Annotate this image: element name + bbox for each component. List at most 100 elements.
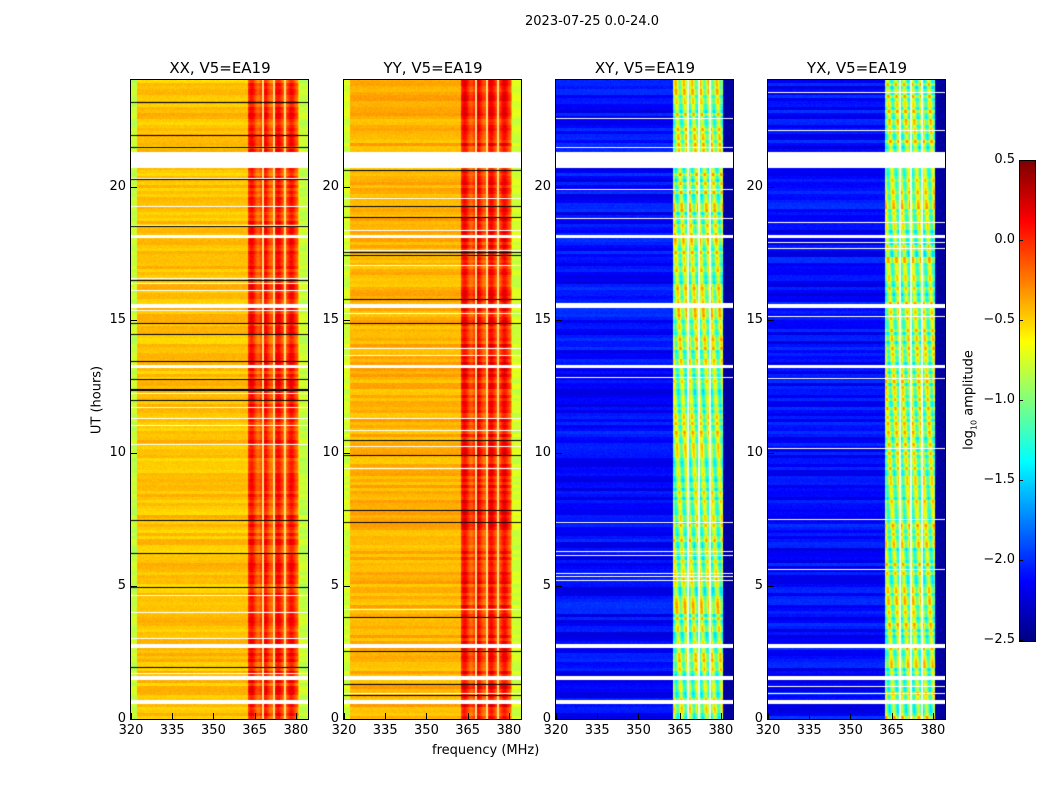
y-tick-mark	[556, 319, 562, 321]
y-tick-label: 10	[322, 444, 339, 460]
y-tick-mark	[131, 719, 137, 720]
y-axis-label: UT (hours)	[89, 365, 105, 435]
x-tick-label: 365	[667, 723, 693, 738]
x-tick-mark	[891, 713, 893, 719]
colorbar-tick-mark	[1019, 400, 1023, 401]
panel-title: YY, V5=EA19	[383, 59, 483, 77]
x-tick-label: 380	[496, 723, 522, 738]
y-tick-mark	[768, 452, 774, 454]
y-tick-label: 0	[542, 711, 551, 726]
y-tick-label: 10	[534, 444, 551, 460]
colorbar-label-sub: 10	[969, 419, 979, 431]
x-tick-label: 380	[708, 723, 734, 738]
y-tick-label: 15	[322, 311, 339, 327]
x-tick-label: 320	[118, 723, 144, 738]
x-axis-label: frequency (MHz)	[432, 743, 540, 758]
colorbar-label-log: log	[961, 430, 977, 450]
y-tick-mark	[344, 319, 350, 321]
x-tick-label: 350	[838, 723, 863, 738]
colorbar-tick-label: −2.0	[983, 552, 1015, 567]
panel-title: YX, V5=EA19	[806, 59, 908, 77]
y-tick-mark	[344, 719, 350, 720]
x-tick-mark	[172, 713, 174, 719]
x-tick-mark	[850, 713, 852, 719]
x-tick-label: 320	[543, 723, 569, 738]
y-tick-label: 0	[330, 711, 339, 726]
x-tick-mark	[131, 713, 132, 719]
x-tick-label: 365	[455, 723, 481, 738]
heatmap-panel-1	[130, 79, 309, 720]
y-tick-label: 15	[109, 311, 126, 327]
x-tick-label: 350	[201, 723, 226, 738]
x-tick-mark	[932, 713, 934, 719]
x-tick-mark	[295, 713, 297, 719]
x-tick-mark	[679, 713, 681, 719]
y-tick-label: 5	[542, 577, 551, 593]
heatmap-cells	[556, 80, 733, 719]
x-tick-mark	[213, 713, 215, 719]
x-tick-label: 365	[242, 723, 268, 738]
colorbar-tick-mark	[1019, 640, 1023, 641]
colorbar-tick-mark	[1019, 560, 1023, 561]
x-tick-label: 335	[584, 723, 610, 738]
y-tick-mark	[768, 319, 774, 321]
y-tick-label: 10	[109, 444, 126, 460]
y-tick-mark	[556, 719, 562, 720]
x-tick-mark	[508, 713, 510, 719]
y-tick-mark	[131, 585, 137, 587]
x-tick-mark	[556, 713, 557, 719]
y-tick-label: 20	[109, 178, 126, 194]
x-tick-label: 320	[331, 723, 357, 738]
x-tick-mark	[720, 713, 722, 719]
colorbar-tick-label: −1.5	[983, 472, 1015, 487]
y-tick-mark	[556, 452, 562, 454]
colorbar-label: log10 amplitude	[962, 350, 979, 450]
panel-title: XX, V5=EA19	[169, 59, 271, 77]
y-tick-mark	[131, 452, 137, 454]
y-tick-label: 20	[534, 178, 551, 194]
y-tick-label: 0	[117, 711, 126, 726]
y-tick-mark	[344, 585, 350, 587]
colorbar-tick-label: −0.5	[983, 312, 1015, 327]
x-tick-mark	[426, 713, 428, 719]
x-tick-label: 320	[755, 723, 781, 738]
suptitle: 2023-07-25 0.0-24.0	[525, 14, 659, 29]
colorbar	[1019, 160, 1036, 642]
heatmap-panel-4	[767, 79, 946, 720]
x-tick-label: 350	[414, 723, 439, 738]
y-tick-label: 5	[117, 577, 126, 593]
y-tick-mark	[131, 186, 137, 188]
x-tick-label: 335	[796, 723, 822, 738]
panel-title: XY, V5=EA19	[594, 59, 696, 77]
colorbar-tick-mark	[1019, 160, 1023, 161]
y-tick-label: 5	[754, 577, 763, 593]
x-tick-mark	[638, 713, 640, 719]
x-tick-mark	[597, 713, 599, 719]
x-tick-mark	[768, 713, 769, 719]
x-tick-mark	[344, 713, 345, 719]
colorbar-tick-mark	[1019, 320, 1023, 321]
heatmap-cells	[131, 80, 308, 719]
colorbar-tick-label: −1.0	[983, 392, 1015, 407]
y-tick-mark	[768, 186, 774, 188]
y-tick-mark	[556, 585, 562, 587]
colorbar-tick-label: 0.0	[994, 232, 1015, 247]
x-tick-label: 335	[159, 723, 185, 738]
y-tick-label: 10	[746, 444, 763, 460]
colorbar-tick-mark	[1019, 480, 1023, 481]
heatmap-panel-3	[555, 79, 734, 720]
y-tick-mark	[344, 452, 350, 454]
x-tick-mark	[809, 713, 811, 719]
x-tick-label: 335	[372, 723, 398, 738]
heatmap-cells	[768, 80, 945, 719]
x-tick-mark	[254, 713, 256, 719]
heatmap-panel-2	[343, 79, 522, 720]
x-tick-label: 350	[626, 723, 651, 738]
y-tick-mark	[131, 319, 137, 321]
x-tick-mark	[467, 713, 469, 719]
heatmap-cells	[344, 80, 521, 719]
y-tick-label: 15	[746, 311, 763, 327]
colorbar-tick-label: −2.5	[983, 632, 1015, 647]
y-tick-mark	[768, 585, 774, 587]
